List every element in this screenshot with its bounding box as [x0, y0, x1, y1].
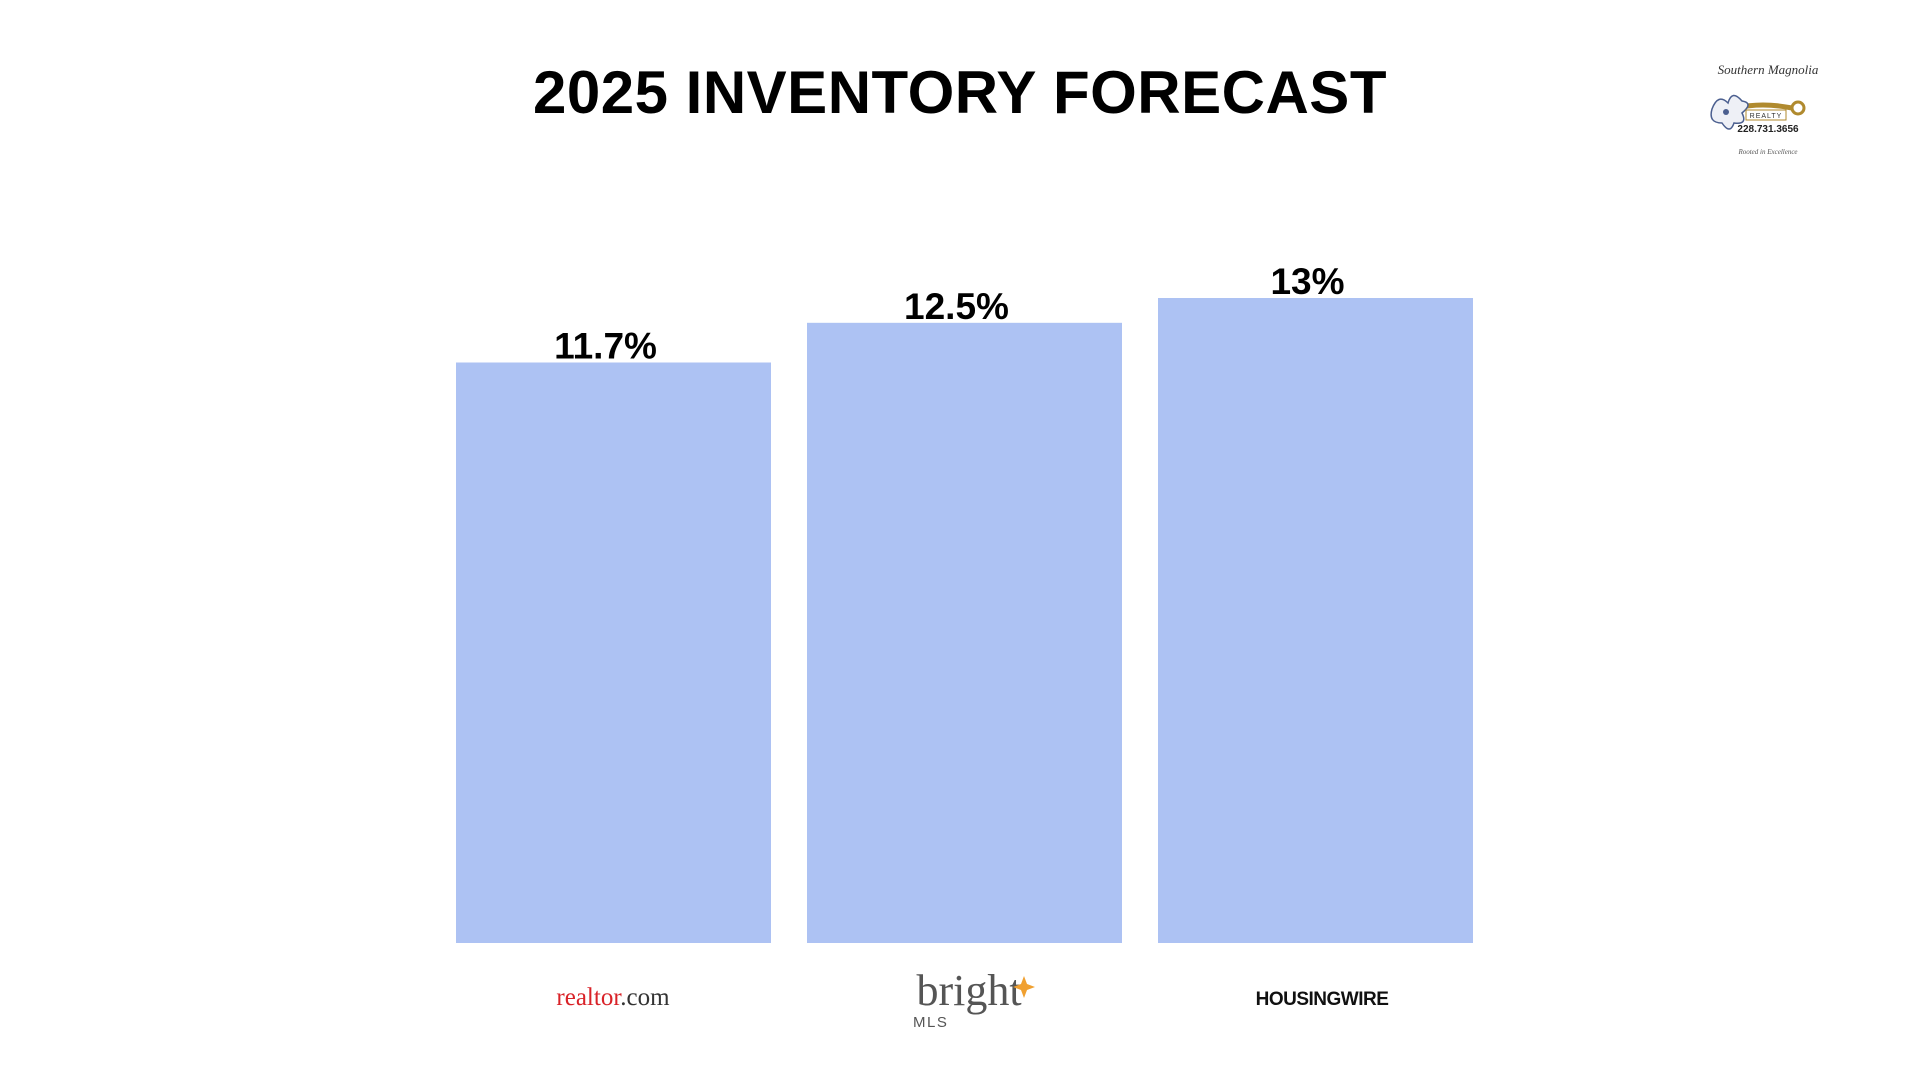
bright-spark-icon	[1013, 976, 1035, 998]
realtor-logo-part1: real	[556, 984, 594, 1011]
bar-3	[1158, 298, 1473, 943]
brand-subname: REALTY	[1750, 113, 1783, 120]
realtor-logo-part3: .com	[620, 984, 670, 1011]
chart-title: 2025 INVENTORY FORECAST	[533, 59, 1387, 126]
svg-text:realtor.com: realtor.com	[556, 984, 670, 1011]
bar-value-label-1: 11.7%	[554, 326, 657, 367]
category-logo-bright-mls: bright MLS	[913, 966, 1035, 1031]
brand-name: Southern Magnolia	[1718, 64, 1819, 77]
bars-group	[456, 298, 1473, 943]
housingwire-logo-word: HOUSINGWIRE	[1256, 989, 1389, 1010]
category-logo-realtor: realtor.com	[556, 984, 670, 1011]
brand-logo: Southern Magnolia REALTY 228.731.3656 Ro…	[1710, 64, 1819, 156]
bar-value-label-2: 12.5%	[904, 286, 1009, 327]
bright-logo-sub: MLS	[913, 1014, 948, 1031]
bar-1	[456, 362, 771, 943]
bright-logo-word: bright	[916, 966, 1021, 1015]
magnolia-flower-key-logo	[1710, 94, 1806, 130]
brand-phone: 228.731.3656	[1737, 124, 1799, 135]
bar-2	[807, 322, 1122, 943]
category-logo-housingwire: HOUSINGWIRE	[1256, 989, 1389, 1010]
realtor-logo-part2: tor	[594, 984, 622, 1011]
brand-tagline: Rooted in Excellence	[1737, 148, 1797, 156]
value-labels-group: 11.7% 12.5% 13%	[554, 261, 1344, 367]
bar-value-label-3: 13%	[1270, 261, 1344, 302]
